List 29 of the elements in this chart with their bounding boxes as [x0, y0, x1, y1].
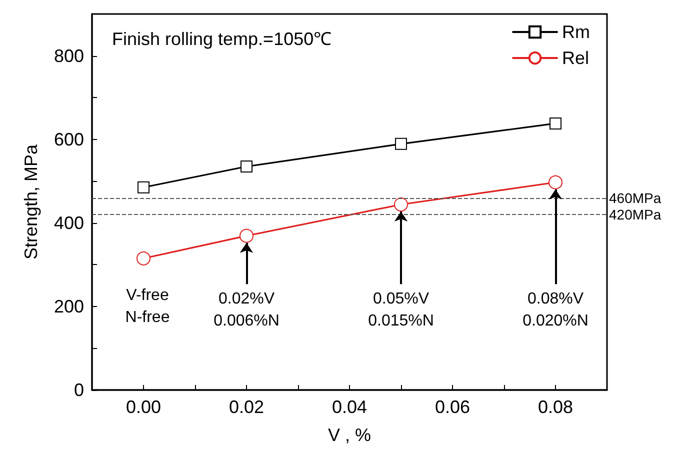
point — [395, 138, 407, 150]
x-tick-label: 0.00 — [126, 397, 162, 417]
y-tick-label: 0 — [74, 380, 84, 400]
annotation: 0.08%V 0.020%N — [522, 290, 588, 330]
ref-line-label: 460MPa — [609, 190, 662, 206]
x-tick-label: 0.04 — [332, 397, 368, 417]
point — [240, 228, 254, 243]
annotation: 0.02%V 0.006%N — [214, 290, 280, 330]
x-tick-label: 0.06 — [434, 397, 470, 417]
annotation: 0.05%V 0.015%N — [368, 290, 434, 330]
y-tick-label: 600 — [54, 129, 84, 150]
point — [138, 181, 150, 194]
y-axis-title: Strength, MPa — [21, 143, 41, 260]
x-tick-label: 0.08 — [538, 397, 574, 417]
point — [550, 117, 562, 130]
annotation: V-free N-free — [125, 287, 170, 326]
annotation: Finish rolling temp.=1050℃ — [112, 29, 332, 49]
y-tick-label: 400 — [54, 212, 84, 233]
legend-label: Rm — [562, 22, 590, 42]
ref-line-label: 420MPa — [609, 206, 662, 223]
y-tick-label: 800 — [54, 46, 84, 66]
x-tick-label: 0.02 — [228, 397, 264, 417]
y-tick-label: 200 — [54, 296, 84, 316]
point — [394, 198, 408, 212]
point — [136, 251, 150, 266]
point — [548, 175, 562, 190]
x-axis-title: V , % — [328, 425, 372, 445]
legend-label: Rel — [562, 48, 590, 68]
point — [240, 160, 252, 172]
